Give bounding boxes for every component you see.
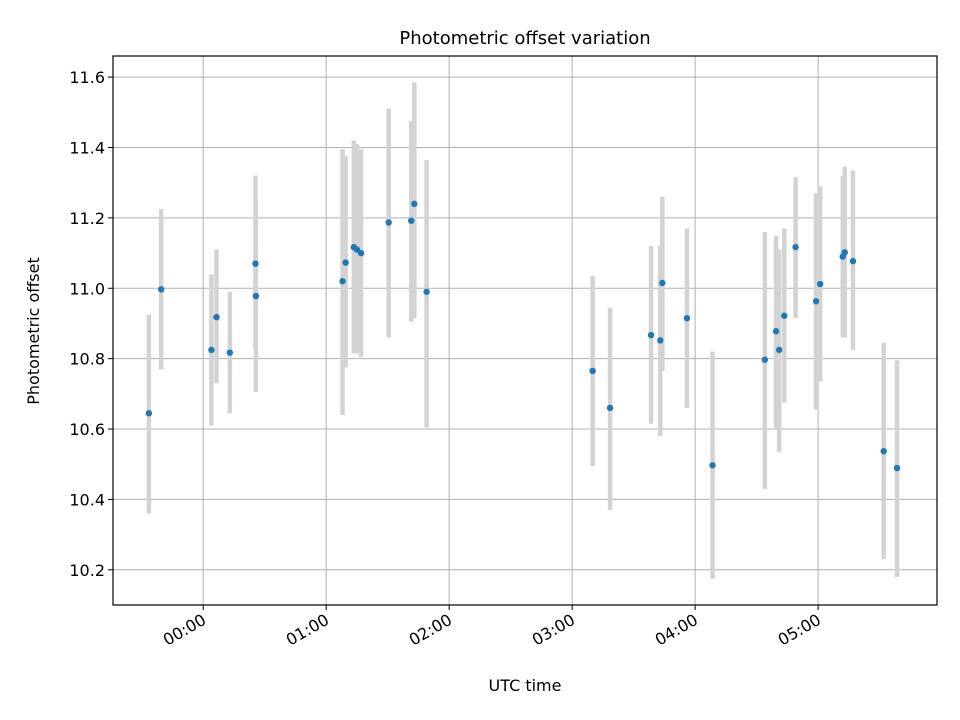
data-point (589, 367, 596, 375)
data-point (385, 219, 392, 226)
data-point (145, 410, 153, 417)
data-point (761, 356, 769, 363)
data-point (357, 249, 365, 257)
data-point (252, 260, 259, 267)
y-tick-label: 10.6 (69, 420, 105, 439)
data-point (792, 243, 799, 251)
y-tick-label: 10.4 (69, 490, 105, 509)
grid (113, 56, 937, 605)
data-point (408, 217, 415, 224)
data-point (812, 298, 820, 305)
data-point (709, 462, 716, 469)
data-point (816, 280, 824, 288)
data-point (781, 312, 788, 319)
data-point (252, 292, 260, 300)
data-point (208, 346, 215, 354)
data-point (683, 314, 691, 322)
data-point (775, 346, 783, 354)
data-point (880, 448, 887, 455)
data-point (657, 337, 664, 344)
chart-title: Photometric offset variation (399, 28, 650, 49)
x-axis-label: UTC time (489, 676, 562, 695)
data-points (145, 200, 901, 472)
data-point (339, 278, 346, 285)
plot-frame (112, 55, 938, 606)
data-point (659, 279, 666, 287)
data-point (411, 200, 418, 208)
y-tick-label: 10.8 (69, 350, 105, 369)
data-point (893, 464, 901, 472)
data-point (772, 328, 780, 335)
y-tick-label: 10.2 (69, 561, 105, 580)
data-point (423, 288, 430, 295)
y-tick-label: 11.6 (69, 68, 105, 87)
y-tick-label: 11.4 (69, 139, 105, 158)
y-tick-label: 11.2 (69, 209, 105, 228)
data-point (606, 404, 614, 412)
data-point (226, 349, 234, 356)
y-tick-label: 11.0 (69, 279, 105, 298)
data-point (841, 249, 848, 256)
data-point (213, 313, 220, 321)
data-point (157, 286, 165, 293)
data-point (342, 259, 349, 266)
y-axis-label: Photometric offset (24, 257, 43, 405)
data-point (849, 257, 857, 265)
data-point (647, 331, 655, 339)
